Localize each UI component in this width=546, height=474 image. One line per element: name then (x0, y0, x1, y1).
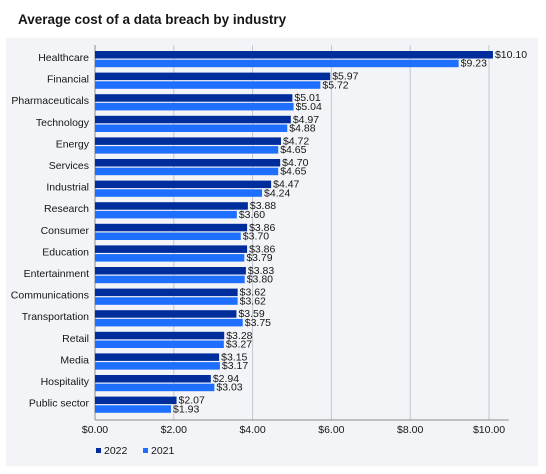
value-label-2021: $3.03 (216, 382, 242, 394)
value-label-2021: $3.79 (246, 252, 272, 264)
bar-2022[interactable] (95, 288, 238, 297)
value-label-2021: $4.65 (280, 144, 306, 156)
value-label-2022: $3.88 (250, 200, 276, 212)
category-label: Entertainment (24, 268, 89, 280)
category-label: Retail (62, 333, 89, 345)
value-label-2021: $4.24 (264, 187, 290, 199)
category-label: Financial (47, 74, 89, 86)
bar-2021[interactable] (95, 81, 321, 89)
bar-2021[interactable] (95, 210, 237, 219)
bar-2021[interactable] (95, 254, 245, 262)
value-label-2022: $5.97 (332, 71, 358, 83)
value-label-2021: $4.88 (289, 123, 315, 135)
bar-2022[interactable] (95, 223, 248, 232)
x-tick-label: $0.00 (82, 424, 108, 436)
x-tick-label: $10.00 (473, 424, 505, 436)
value-label-2021: $9.23 (461, 58, 487, 70)
value-label-2021: $3.60 (239, 209, 265, 221)
category-label: Research (44, 203, 89, 215)
x-tick-label: $6.00 (318, 424, 344, 436)
x-tick-label: $8.00 (397, 424, 423, 436)
bar-2021[interactable] (95, 362, 220, 370)
bar-2021[interactable] (95, 383, 215, 392)
value-label-2022: $4.97 (293, 114, 319, 126)
value-label-2021: $4.65 (280, 166, 306, 178)
category-label: Energy (56, 138, 90, 150)
category-label: Public sector (29, 398, 90, 410)
x-tick-label: $2.00 (161, 424, 187, 436)
category-label: Media (60, 354, 89, 366)
bar-2021[interactable] (95, 318, 243, 327)
category-label: Hospitality (41, 376, 90, 388)
legend-label-2022: 2022 (104, 445, 128, 457)
bar-2022[interactable] (95, 180, 272, 189)
bar-2022[interactable] (95, 267, 246, 275)
value-label-2021: $3.62 (240, 295, 266, 307)
bar-2022[interactable] (95, 159, 281, 167)
category-label: Education (42, 246, 89, 258)
bar-2022[interactable] (95, 94, 293, 102)
bar-2021[interactable] (95, 167, 279, 176)
bar-2021[interactable] (95, 189, 263, 197)
value-label-2022: $3.28 (226, 330, 252, 342)
bar-2022[interactable] (95, 72, 331, 81)
bar-2021[interactable] (95, 124, 288, 133)
bar-2021[interactable] (95, 340, 224, 349)
value-label-2021: $5.72 (322, 79, 348, 91)
chart-title: Average cost of a data breach by industr… (18, 12, 287, 27)
bar-2021[interactable] (95, 232, 241, 241)
bar-2022[interactable] (95, 375, 211, 383)
category-label: Communications (11, 290, 89, 302)
category-label: Transportation (22, 311, 89, 323)
bar-2021[interactable] (95, 405, 172, 413)
bar-2021[interactable] (95, 102, 294, 111)
bar-2021[interactable] (95, 146, 279, 154)
bar-2022[interactable] (95, 115, 291, 124)
value-label-2021: $5.04 (296, 101, 322, 113)
bar-2022[interactable] (95, 51, 493, 59)
value-label-2022: $4.72 (283, 135, 309, 147)
value-label-2021: $3.75 (245, 317, 271, 329)
value-label-2022: $2.07 (179, 395, 205, 407)
bar-2021[interactable] (95, 59, 459, 68)
value-label-2022: $3.59 (238, 308, 264, 320)
category-label: Services (49, 160, 89, 172)
bar-2022[interactable] (95, 245, 248, 253)
value-label-2022: $3.83 (248, 265, 274, 277)
value-label-2022: $10.10 (495, 49, 527, 61)
value-label-2021: $3.70 (243, 231, 269, 243)
value-label-2022: $5.01 (294, 92, 320, 104)
bar-2022[interactable] (95, 137, 281, 145)
legend-swatch-2022 (96, 448, 101, 453)
category-label: Pharmaceuticals (11, 95, 89, 107)
category-label: Healthcare (38, 52, 89, 64)
value-label-2022: $2.94 (213, 373, 239, 385)
bar-2022[interactable] (95, 331, 225, 340)
bar-2022[interactable] (95, 353, 220, 361)
value-label-2021: $1.93 (173, 403, 199, 415)
value-label-2022: $3.86 (249, 222, 275, 234)
value-label-2022: $4.47 (273, 179, 299, 191)
bar-2021[interactable] (95, 297, 238, 305)
value-label-2021: $3.80 (247, 274, 273, 286)
bar-2022[interactable] (95, 396, 177, 405)
value-label-2021: $3.17 (222, 360, 248, 372)
value-label-2021: $3.27 (226, 339, 252, 351)
bar-2022[interactable] (95, 310, 237, 318)
category-label: Industrial (46, 182, 89, 194)
bar-2022[interactable] (95, 202, 248, 210)
value-label-2022: $4.70 (282, 157, 308, 169)
value-label-2022: $3.86 (249, 243, 275, 255)
category-label: Technology (36, 117, 90, 129)
category-label: Consumer (41, 225, 90, 237)
legend-label-2021: 2021 (151, 445, 175, 457)
legend-swatch-2021 (143, 448, 148, 453)
value-label-2022: $3.15 (221, 351, 247, 363)
x-tick-label: $4.00 (239, 424, 265, 436)
value-label-2022: $3.62 (240, 287, 266, 299)
bar-2021[interactable] (95, 275, 245, 284)
